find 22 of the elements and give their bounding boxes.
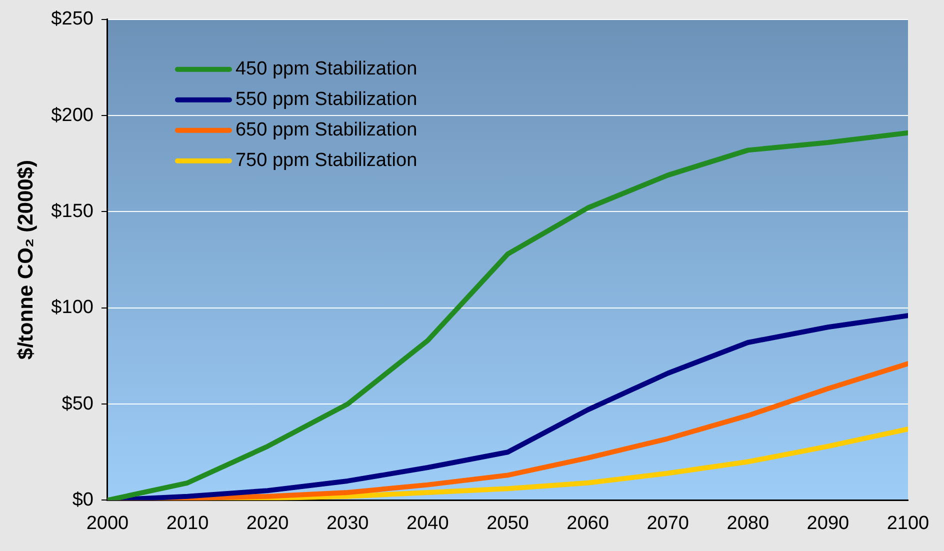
legend-label: 650 ppm Stabilization	[235, 120, 418, 141]
legend-label: 550 ppm Stabilization	[235, 89, 418, 110]
y-tick-label: $50	[62, 393, 94, 414]
x-tick-label: 2080	[726, 512, 770, 534]
y-tick-label: $100	[51, 297, 94, 318]
x-tick-label: 2070	[646, 512, 689, 534]
x-tick-label: 2000	[86, 512, 129, 534]
x-tick-label: 2060	[566, 512, 609, 534]
y-tick-label: $150	[51, 200, 94, 222]
legend-label: 450 ppm Stabilization	[235, 58, 418, 80]
legend-label: 750 ppm Stabilization	[235, 150, 418, 172]
y-axis-title: $/tonne CO₂ (2000$)	[14, 160, 38, 360]
x-tick-label: 2090	[806, 512, 850, 534]
x-tick-label: 2100	[886, 512, 930, 534]
x-tick-label: 2010	[166, 512, 209, 534]
x-tick-label: 2020	[246, 512, 289, 534]
x-tick-label: 2040	[406, 512, 449, 534]
x-tick-label: 2030	[326, 512, 369, 534]
y-tick-label: $0	[72, 489, 94, 510]
y-tick-label: $200	[51, 104, 94, 126]
x-tick-label: 2050	[486, 512, 529, 534]
y-tick-label: $250	[51, 8, 94, 30]
